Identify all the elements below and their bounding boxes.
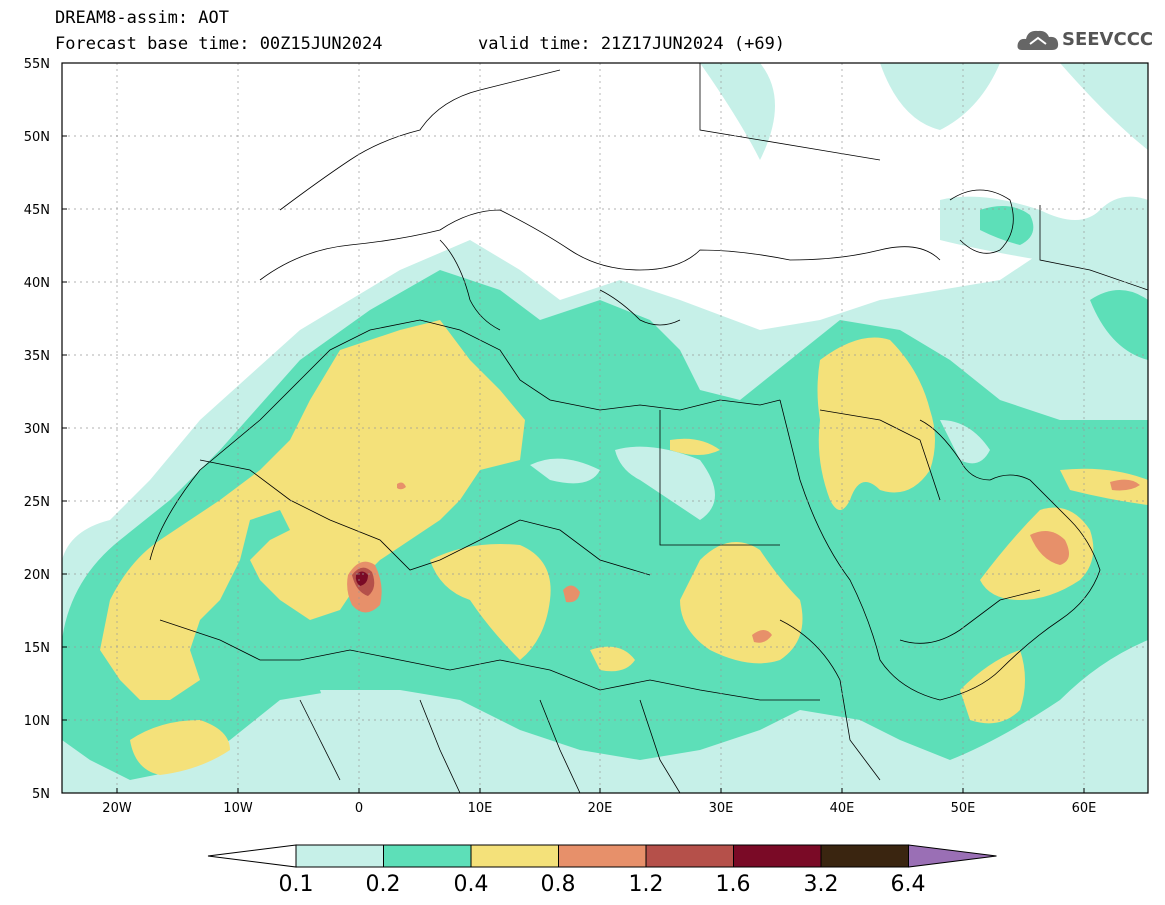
cbar-label-0-4: 0.4 xyxy=(454,872,489,897)
cbar-label-1-6: 1.6 xyxy=(716,872,751,897)
lat-label-40n: 40N xyxy=(24,276,50,291)
title-line-1: DREAM8-assim: AOT xyxy=(55,8,229,28)
cbar-label-0-8: 0.8 xyxy=(541,872,576,897)
logo-text: SEEVCCC xyxy=(1062,29,1154,50)
lon-label-20e: 20E xyxy=(588,801,613,816)
lat-label-50n: 50N xyxy=(24,130,50,145)
lon-label-40e: 40E xyxy=(830,801,855,816)
colorbar-swatch xyxy=(820,844,909,868)
lat-label-5n: 5N xyxy=(32,787,50,802)
colorbar-swatch xyxy=(383,844,472,868)
valid-time-label: valid time: 21Z17JUN2024 (+69) xyxy=(478,34,786,54)
lat-tick-labels: 55N 50N 45N 40N 35N 30N 25N 20N 15N 10N … xyxy=(24,57,50,802)
colorbar-labels: 0.1 0.2 0.4 0.8 1.2 1.6 3.2 6.4 xyxy=(279,872,926,897)
lat-label-45n: 45N xyxy=(24,203,50,218)
lon-label-50e: 50E xyxy=(951,801,976,816)
gridlines xyxy=(62,63,1148,793)
lat-label-55n: 55N xyxy=(24,57,50,72)
lon-label-10w: 10W xyxy=(223,801,253,816)
aot-field xyxy=(62,63,1148,793)
lat-label-25n: 25N xyxy=(24,495,50,510)
lon-label-10e: 10E xyxy=(468,801,493,816)
lon-label-20w: 20W xyxy=(102,801,132,816)
lat-label-15n: 15N xyxy=(24,641,50,656)
cbar-label-6-4: 6.4 xyxy=(891,872,926,897)
lon-label-30e: 30E xyxy=(709,801,734,816)
colorbar xyxy=(207,844,997,868)
cloud-logo-icon xyxy=(1017,30,1059,50)
cbar-label-0-2: 0.2 xyxy=(366,872,401,897)
lat-label-20n: 20N xyxy=(24,568,50,583)
lat-label-10n: 10N xyxy=(24,714,50,729)
lat-label-35n: 35N xyxy=(24,349,50,364)
colorbar-swatch xyxy=(470,844,559,868)
colorbar-swatch xyxy=(295,844,384,868)
coastlines xyxy=(149,63,1148,793)
cbar-label-3-2: 3.2 xyxy=(804,872,839,897)
colorbar-under-arrow xyxy=(207,844,297,868)
base-time-label: Forecast base time: 00Z15JUN2024 xyxy=(55,34,383,54)
colorbar-over-arrow xyxy=(908,844,997,868)
colorbar-swatch xyxy=(558,844,647,868)
tick-marks xyxy=(62,135,1085,793)
lon-label-0: 0 xyxy=(355,801,363,816)
lat-label-30n: 30N xyxy=(24,422,50,437)
cbar-label-0-1: 0.1 xyxy=(279,872,314,897)
colorbar-swatch xyxy=(645,844,734,868)
colorbar-swatch xyxy=(733,844,822,868)
cbar-label-1-2: 1.2 xyxy=(629,872,664,897)
lon-label-60e: 60E xyxy=(1072,801,1097,816)
lon-tick-labels: 20W 10W 0 10E 20E 30E 40E 50E 60E xyxy=(102,801,1096,816)
